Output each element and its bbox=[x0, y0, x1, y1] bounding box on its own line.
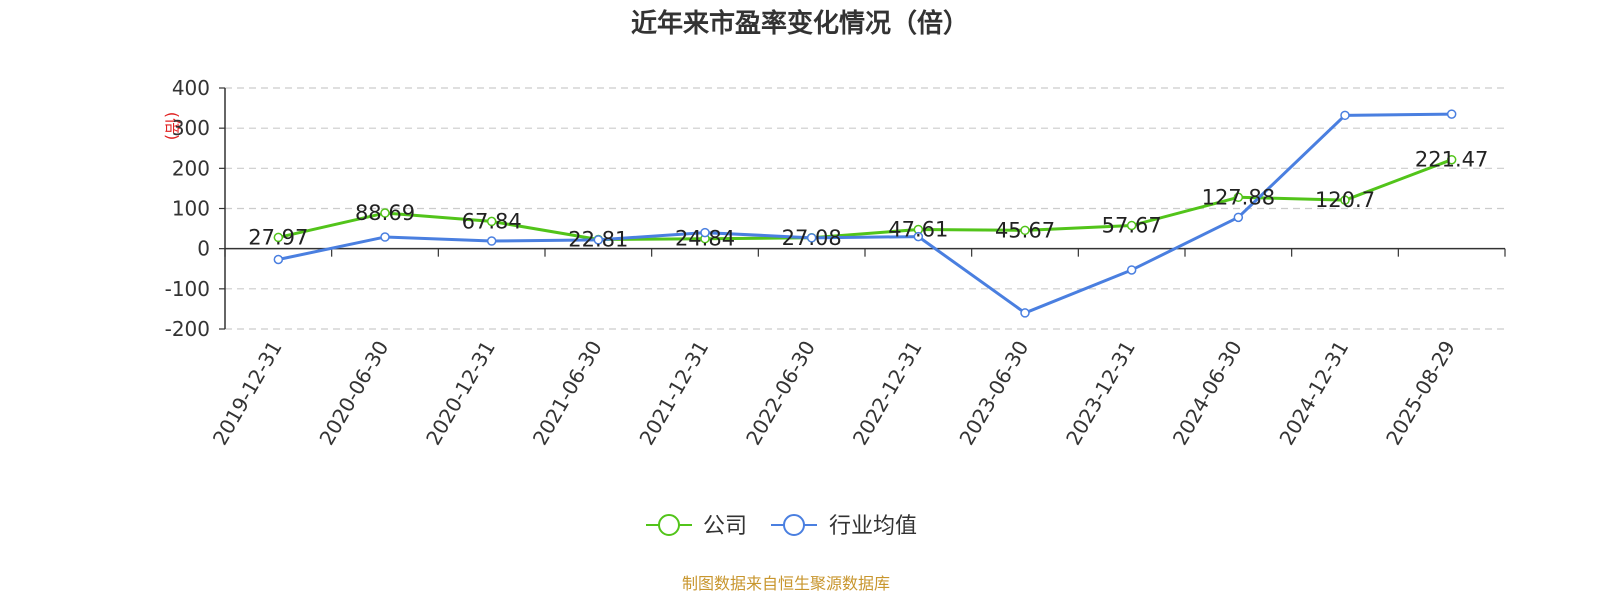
data-label: 27.08 bbox=[782, 226, 842, 250]
series-0-point[interactable] bbox=[1340, 195, 1350, 205]
source-note: 制图数据来自恒生聚源数据库 bbox=[682, 574, 890, 593]
data-label: 67.84 bbox=[462, 209, 522, 233]
y-tick-label: 300 bbox=[172, 116, 210, 140]
data-label: 47.61 bbox=[888, 218, 948, 242]
legend-label: 公司 bbox=[703, 514, 747, 539]
y-tick-label: 0 bbox=[197, 237, 210, 261]
data-label: 24.84 bbox=[675, 227, 735, 251]
series-line-0 bbox=[277, 158, 1453, 242]
x-tick-label: 2024-06-30 bbox=[1168, 337, 1247, 450]
series-1-point[interactable] bbox=[1340, 110, 1350, 121]
data-label: 120.7 bbox=[1315, 188, 1375, 212]
legend-item-0[interactable]: 公司 bbox=[646, 514, 747, 539]
legend-item-1[interactable]: 行业均值 bbox=[771, 514, 917, 539]
x-tick-label: 2021-12-31 bbox=[634, 337, 713, 450]
series-1-point[interactable] bbox=[1446, 109, 1457, 119]
series-line-1 bbox=[278, 112, 1452, 315]
x-axis: 2019-12-31 2020-06-30 2020-12-31 2021-06-30… bbox=[208, 247, 1506, 450]
series-1-point[interactable] bbox=[486, 236, 497, 246]
x-tick-label: 2025-08-29 bbox=[1381, 337, 1460, 450]
x-tick-label: 2021-06-30 bbox=[528, 337, 607, 450]
series-0-point[interactable] bbox=[1126, 220, 1137, 231]
data-label: 45.67 bbox=[995, 218, 1055, 242]
y-tick-label: 200 bbox=[172, 156, 210, 180]
legend-marker bbox=[658, 514, 680, 536]
x-tick-label: 2020-12-31 bbox=[421, 336, 500, 449]
y-tick-label: 400 bbox=[172, 76, 210, 100]
x-tick-label: 2023-12-31 bbox=[1061, 337, 1140, 450]
x-tick-label: 2022-12-31 bbox=[848, 336, 927, 449]
series-group bbox=[273, 109, 1457, 318]
series-0-point[interactable] bbox=[1020, 225, 1030, 236]
data-label: 88.69 bbox=[355, 201, 415, 225]
grid-lines bbox=[225, 87, 1505, 330]
x-tick-label: 2023-06-30 bbox=[954, 337, 1033, 450]
series-1-point[interactable] bbox=[913, 231, 924, 242]
series-0-point[interactable] bbox=[1446, 154, 1457, 165]
series-1-point[interactable] bbox=[700, 227, 710, 238]
series-1-point[interactable] bbox=[1020, 308, 1030, 318]
data-label: 57.67 bbox=[1102, 214, 1162, 238]
y-axis: 400 300 200 100 0 -100 -200 bbox=[165, 76, 226, 341]
data-label: 127.88 bbox=[1202, 185, 1275, 209]
series-0-point[interactable] bbox=[380, 208, 390, 218]
x-tick-label: 2024-12-31 bbox=[1274, 337, 1353, 450]
x-tick-label: 2022-06-30 bbox=[741, 337, 820, 450]
y-axis-unit: (倍) bbox=[163, 112, 182, 141]
series-0-point[interactable] bbox=[273, 232, 284, 243]
legend-marker bbox=[783, 514, 805, 536]
legend[interactable]: 公司 行业均值 bbox=[646, 514, 917, 539]
x-tick-label: 2020-06-30 bbox=[314, 337, 393, 450]
series-1-point[interactable] bbox=[593, 235, 604, 245]
series-0-point[interactable] bbox=[1233, 192, 1244, 203]
series-1-point[interactable] bbox=[806, 233, 817, 243]
legend-label: 行业均值 bbox=[829, 514, 917, 539]
data-labels: 27.97 88.69 67.84 22.81 24.84 27.08 47.61 45.67… bbox=[248, 148, 1488, 252]
x-tick-label: 2019-12-31 bbox=[208, 337, 287, 450]
series-1-point[interactable] bbox=[380, 232, 390, 242]
y-tick-label: -100 bbox=[165, 277, 210, 301]
data-label: 221.47 bbox=[1415, 148, 1488, 172]
y-tick-label: 100 bbox=[172, 197, 210, 221]
series-1-point[interactable] bbox=[1233, 212, 1244, 223]
series-0-point[interactable] bbox=[486, 216, 497, 227]
y-tick-label: -200 bbox=[165, 317, 210, 341]
chart-title: 近年来市盈率变化情况（倍） bbox=[631, 8, 969, 39]
data-label: 22.81 bbox=[568, 228, 628, 252]
series-1-point[interactable] bbox=[1126, 265, 1137, 275]
series-1-point[interactable] bbox=[273, 254, 284, 265]
data-label: 27.97 bbox=[248, 225, 308, 249]
